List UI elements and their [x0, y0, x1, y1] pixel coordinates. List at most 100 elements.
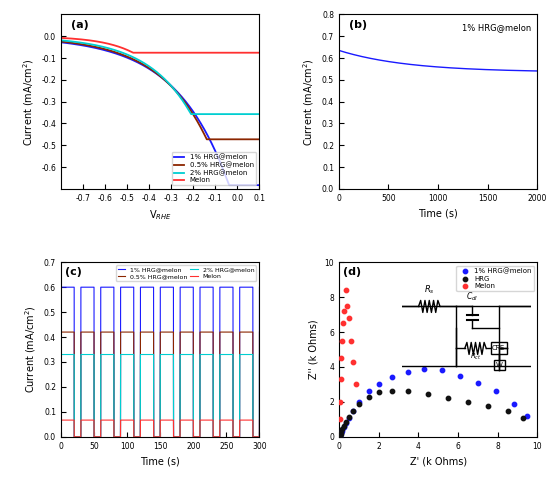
1% HRG@melon — [235, 434, 242, 440]
1% HRG@melon — [364, 387, 373, 395]
HRG — [340, 422, 348, 430]
Melon — [256, 417, 263, 423]
HRG — [348, 407, 357, 414]
1% HRG@melon — [178, 94, 185, 99]
Text: (c): (c) — [65, 267, 82, 277]
1% HRG@melon — [491, 387, 500, 395]
0.5% HRG@melon — [58, 329, 64, 335]
1% HRG@melon — [340, 423, 348, 431]
X-axis label: Time (s): Time (s) — [418, 208, 458, 218]
Melon — [147, 417, 153, 423]
0.5% HRG@melon — [253, 434, 260, 440]
1% HRG@melon — [147, 284, 153, 290]
Melon — [230, 434, 237, 440]
Melon — [58, 35, 64, 41]
HRG — [355, 400, 363, 408]
Line: 0.5% HRG@melon: 0.5% HRG@melon — [61, 41, 259, 139]
Melon — [130, 50, 137, 56]
Y-axis label: Current (mA/cm$^2$): Current (mA/cm$^2$) — [24, 306, 38, 394]
0.5% HRG@melon — [178, 95, 185, 101]
HRG — [464, 398, 473, 406]
Melon — [71, 434, 78, 440]
Y-axis label: Current (mA/cm$^2$): Current (mA/cm$^2$) — [21, 58, 35, 145]
1% HRG@melon — [348, 407, 357, 414]
1% HRG@melon — [58, 284, 64, 290]
HRG — [444, 394, 453, 401]
Line: Melon: Melon — [61, 38, 259, 53]
Melon — [337, 354, 346, 362]
1% HRG@melon — [523, 412, 532, 420]
Melon — [340, 307, 349, 315]
Melon — [339, 320, 348, 327]
0.5% HRG@melon — [58, 38, 64, 44]
2% HRG@melon — [229, 111, 235, 117]
HRG — [374, 388, 383, 396]
1% HRG@melon — [336, 431, 345, 439]
1% HRG@melon — [341, 419, 350, 427]
Melon — [256, 50, 263, 56]
1% HRG@melon — [256, 182, 263, 188]
1% HRG@melon — [474, 379, 483, 386]
Legend: 1% HRG@melon, 0.5% HRG@melon, 2% HRG@melon, Melon: 1% HRG@melon, 0.5% HRG@melon, 2% HRG@mel… — [172, 152, 256, 185]
1% HRG@melon — [420, 365, 429, 372]
Melon — [256, 434, 263, 440]
Melon — [336, 398, 345, 406]
1% HRG@melon — [173, 88, 179, 94]
1% HRG@melon — [71, 434, 78, 440]
2% HRG@melon — [235, 434, 242, 440]
1% HRG@melon — [338, 427, 347, 434]
2% HRG@melon — [256, 434, 263, 440]
HRG — [424, 390, 433, 398]
Melon — [58, 417, 64, 423]
Melon — [184, 50, 191, 56]
Y-axis label: Current (mA/cm$^2$): Current (mA/cm$^2$) — [301, 58, 316, 145]
HRG — [364, 393, 373, 400]
1% HRG@melon — [229, 182, 235, 188]
Melon — [70, 36, 76, 42]
1% HRG@melon — [509, 400, 518, 408]
Line: 1% HRG@melon: 1% HRG@melon — [61, 42, 259, 185]
1% HRG@melon — [256, 284, 263, 290]
0.5% HRG@melon — [184, 329, 191, 335]
Melon — [229, 50, 235, 56]
1% HRG@melon — [345, 414, 353, 421]
0.5% HRG@melon — [70, 40, 76, 46]
Melon — [345, 314, 353, 322]
2% HRG@melon — [71, 434, 78, 440]
HRG — [404, 387, 413, 395]
1% HRG@melon — [388, 373, 397, 381]
2% HRG@melon — [178, 96, 185, 102]
1% HRG@melon — [355, 398, 363, 406]
HRG — [345, 413, 353, 420]
1% HRG@melon — [70, 41, 76, 47]
Y-axis label: Z'' (k Ohms): Z'' (k Ohms) — [309, 320, 319, 379]
Line: Melon: Melon — [61, 420, 259, 437]
2% HRG@melon — [230, 434, 237, 440]
1% HRG@melon — [256, 434, 263, 440]
HRG — [337, 428, 346, 436]
2% HRG@melon — [208, 111, 215, 117]
Melon — [253, 434, 260, 440]
1% HRG@melon — [404, 368, 413, 376]
2% HRG@melon — [253, 434, 260, 440]
Text: (a): (a) — [71, 20, 89, 30]
0.5% HRG@melon — [71, 434, 78, 440]
HRG — [503, 408, 512, 415]
2% HRG@melon — [184, 105, 191, 111]
Legend: 1% HRG@melon, HRG, Melon: 1% HRG@melon, HRG, Melon — [456, 266, 534, 291]
1% HRG@melon — [184, 284, 191, 290]
HRG — [341, 418, 350, 426]
1% HRG@melon — [337, 430, 346, 437]
Line: 1% HRG@melon: 1% HRG@melon — [61, 287, 259, 437]
0.5% HRG@melon — [229, 136, 235, 142]
1% HRG@melon — [438, 367, 447, 374]
Melon — [178, 50, 185, 56]
0.5% HRG@melon — [235, 434, 242, 440]
0.5% HRG@melon — [230, 434, 237, 440]
HRG — [483, 402, 492, 410]
2% HRG@melon — [58, 352, 64, 358]
0.5% HRG@melon — [173, 89, 179, 95]
X-axis label: Time (s): Time (s) — [140, 456, 180, 466]
HRG — [336, 431, 345, 439]
Melon — [341, 287, 350, 294]
